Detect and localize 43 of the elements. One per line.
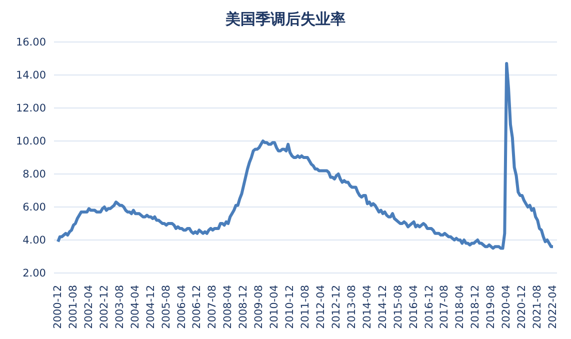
x-tick-label: 2006-12 [191, 285, 204, 329]
x-tick-label: 2001-08 [67, 285, 80, 329]
x-tick-label: 2008-12 [238, 285, 250, 329]
y-tick-label: 4.00 [22, 234, 46, 247]
x-tick-label: 2011-08 [300, 285, 312, 329]
x-tick-label: 2022-04 [547, 284, 559, 329]
x-tick-label: 2009-08 [253, 285, 266, 329]
chart-title: 美国季调后失业率 [224, 9, 346, 30]
x-tick-label: 2000-12 [52, 285, 64, 329]
x-tick-label: 2010-04 [268, 284, 281, 329]
x-tick-label: 2013-08 [346, 285, 358, 329]
x-tick-label: 2006-04 [176, 284, 188, 329]
x-tick-label: 2002-04 [82, 284, 95, 329]
x-tick-label: 2018-04 [454, 284, 466, 329]
x-tick-label: 2015-08 [392, 285, 404, 329]
x-tick-label: 2014-12 [376, 285, 389, 329]
x-tick-label: 2014-04 [361, 284, 374, 329]
x-tick-label: 2003-08 [114, 285, 126, 329]
y-tick-label: 6.00 [22, 202, 46, 214]
x-tick-label: 2018-12 [470, 285, 482, 329]
x-tick-label: 2016-12 [423, 285, 436, 329]
x-tick-label: 2012-04 [314, 284, 327, 329]
x-tick-label: 2016-04 [408, 284, 420, 329]
y-tick-label: 10.00 [16, 136, 46, 148]
x-tick-label: 2020-04 [500, 284, 513, 329]
x-tick-label: 2005-08 [160, 285, 172, 329]
y-tick-label: 14.00 [16, 70, 46, 82]
x-tick-label: 2021-08 [532, 285, 544, 329]
y-tick-label: 16.00 [16, 36, 46, 49]
x-tick-label: 2019-08 [485, 285, 498, 329]
y-tick-label: 12.00 [16, 102, 46, 115]
x-tick-label: 2008-04 [222, 284, 234, 329]
x-tick-label: 2020-12 [516, 285, 528, 329]
x-tick-label: 2017-08 [438, 285, 451, 329]
x-tick-label: 2002-12 [98, 285, 110, 329]
y-tick-label: 2.00 [22, 268, 46, 280]
x-tick-label: 2004-04 [129, 284, 142, 329]
line-series [56, 62, 554, 250]
y-tick-label: 8.00 [22, 168, 46, 181]
x-tick-label: 2007-08 [206, 285, 219, 329]
x-tick-label: 2010-12 [284, 285, 296, 329]
x-tick-label: 2004-12 [144, 285, 157, 329]
x-tick-label: 2012-12 [330, 285, 342, 329]
